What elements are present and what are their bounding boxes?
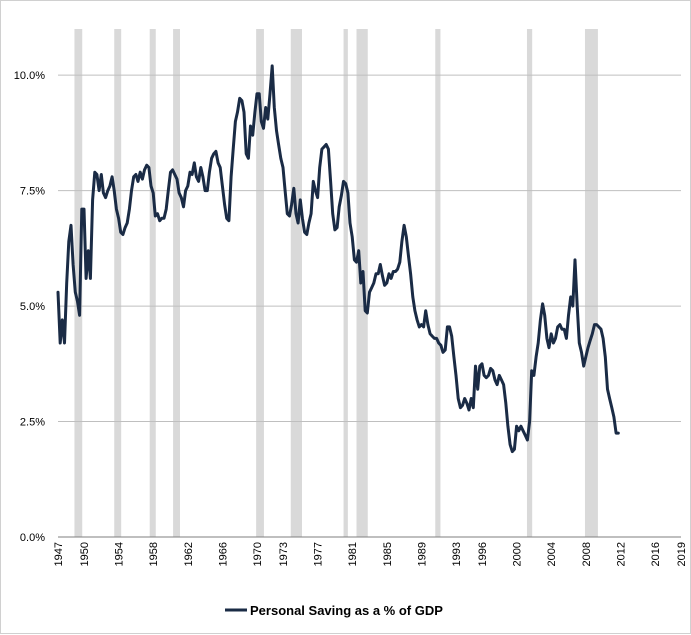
recession-band: [256, 29, 264, 537]
recession-band: [290, 29, 303, 537]
recession-band: [584, 29, 598, 537]
recession-bands: [74, 29, 598, 537]
y-axis-ticks: 0.0% 2.5% 5.0% 7.5% 10.0%: [14, 70, 45, 544]
x-tick-label: 2000: [512, 542, 524, 566]
x-tick-label: 1993: [451, 542, 463, 566]
recession-band: [74, 29, 83, 537]
x-tick-label: 1996: [477, 542, 489, 566]
legend: Personal Saving as a % of GDP: [225, 603, 443, 618]
y-tick-label: 10.0%: [14, 70, 45, 82]
x-tick-label: 1981: [347, 542, 359, 566]
x-tick-label: 1970: [252, 542, 264, 566]
recession-band: [343, 29, 348, 537]
x-tick-label: 2012: [615, 542, 627, 566]
recession-band: [526, 29, 533, 537]
series-line: [56, 64, 620, 454]
x-tick-label: 1977: [313, 542, 325, 566]
legend-label: Personal Saving as a % of GDP: [250, 603, 443, 618]
y-tick-label: 7.5%: [20, 186, 45, 198]
y-tick-label: 5.0%: [20, 301, 45, 313]
x-tick-label: 1950: [79, 542, 91, 566]
y-tick-label: 0.0%: [20, 532, 45, 544]
x-tick-label: 1973: [278, 542, 290, 566]
recession-band: [114, 29, 122, 537]
x-tick-label: 2016: [650, 542, 662, 566]
x-tick-label: 1962: [183, 542, 195, 566]
recession-band: [435, 29, 441, 537]
x-tick-label: 1985: [382, 542, 394, 566]
x-tick-label: 1947: [53, 542, 65, 566]
x-tick-label: 1966: [217, 542, 229, 566]
x-axis-ticks: 1947 1950 1954 1958 1962 1966 1970 1973 1977 1981…: [53, 542, 688, 566]
series-lines: [56, 64, 620, 454]
x-tick-label: 1958: [148, 542, 160, 566]
x-tick-label: 2008: [581, 542, 593, 566]
y-tick-label: 2.5%: [20, 417, 45, 429]
x-tick-label: 1989: [416, 542, 428, 566]
x-tick-label: 1954: [114, 542, 126, 566]
recession-band: [173, 29, 181, 537]
recession-band: [149, 29, 156, 537]
x-tick-label: 2004: [546, 542, 558, 566]
x-tick-label: 2019: [676, 542, 688, 566]
